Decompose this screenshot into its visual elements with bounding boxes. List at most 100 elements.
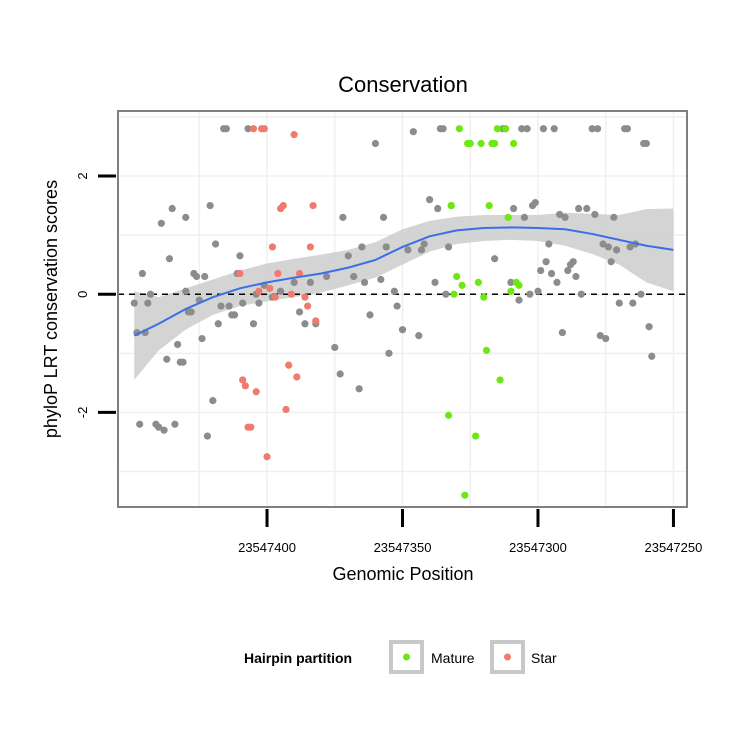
point-star — [241, 382, 249, 390]
point-other — [222, 125, 230, 133]
point-other — [564, 266, 572, 275]
y-tick-label: 2 — [75, 172, 90, 179]
point-other — [637, 290, 645, 298]
point-other — [558, 329, 566, 337]
point-mature — [458, 281, 466, 289]
point-other — [561, 213, 569, 221]
point-other — [155, 423, 163, 431]
point-other — [163, 355, 171, 363]
point-other — [434, 204, 442, 213]
point-other — [198, 334, 206, 343]
point-other — [591, 210, 599, 219]
point-mature — [504, 213, 512, 221]
point-mature — [477, 139, 485, 148]
point-other — [290, 278, 298, 287]
point-other — [534, 287, 542, 295]
point-other — [509, 204, 518, 213]
point-other — [593, 125, 602, 133]
x-axis-title: Genomic Position — [332, 564, 473, 584]
point-star — [295, 269, 304, 278]
point-other — [179, 358, 187, 366]
point-other — [520, 213, 529, 221]
point-star — [266, 284, 274, 292]
point-other — [588, 125, 596, 133]
point-mature — [461, 491, 469, 499]
point-mature — [482, 346, 491, 354]
point-other — [276, 287, 285, 295]
point-other — [599, 240, 607, 248]
point-other — [556, 210, 564, 219]
point-other — [545, 240, 553, 248]
point-other — [255, 299, 263, 307]
point-mature — [455, 125, 463, 133]
point-mature — [472, 432, 480, 440]
point-star — [293, 373, 301, 381]
point-star — [306, 243, 314, 251]
point-star — [252, 388, 260, 396]
legend-title: Hairpin partition — [244, 650, 352, 666]
point-other — [415, 331, 423, 340]
point-other — [344, 252, 352, 260]
point-other — [420, 240, 428, 248]
point-mature — [474, 278, 482, 287]
point-other — [174, 340, 182, 349]
y-tick-label: 0 — [75, 291, 90, 298]
point-other — [360, 278, 369, 287]
panel-border — [117, 110, 688, 508]
smooth-layer — [133, 226, 674, 337]
point-mature — [493, 125, 501, 133]
point-other — [596, 331, 604, 340]
smooth-line — [133, 226, 674, 337]
point-other — [602, 334, 610, 343]
point-mature — [453, 272, 461, 281]
y-axis: -2 0 2 — [75, 172, 116, 418]
point-other — [130, 299, 138, 307]
point-other — [623, 125, 631, 133]
point-other — [350, 272, 358, 281]
point-other — [336, 370, 344, 378]
point-star — [268, 243, 277, 251]
point-star — [274, 269, 282, 278]
point-mature — [515, 281, 523, 289]
point-other — [192, 272, 201, 281]
x-tick-label: 23547300 — [509, 540, 567, 555]
point-other — [518, 125, 526, 133]
point-other — [553, 278, 561, 287]
legend-label-star: Star — [531, 650, 557, 666]
point-mature — [466, 139, 474, 148]
point-other — [171, 420, 179, 428]
point-other — [355, 385, 363, 393]
point-other — [168, 204, 176, 213]
point-star — [260, 125, 268, 133]
point-other — [393, 302, 401, 310]
y-axis-title: phyloP LRT conservation scores — [41, 180, 61, 438]
point-other — [249, 320, 258, 328]
point-other — [358, 243, 366, 251]
point-mature — [485, 201, 493, 210]
point-other — [377, 275, 385, 284]
point-other — [442, 290, 450, 298]
point-other — [531, 199, 539, 207]
point-other — [610, 213, 618, 221]
point-other — [409, 128, 417, 136]
point-mature — [496, 376, 504, 384]
point-other — [382, 243, 390, 251]
point-mature — [447, 201, 455, 210]
point-other — [398, 326, 407, 334]
series-mature — [444, 125, 523, 499]
legend-marker-mature — [403, 653, 410, 661]
point-other — [626, 243, 634, 251]
point-other — [537, 266, 545, 275]
point-other — [201, 272, 209, 281]
point-other — [575, 204, 583, 213]
point-other — [515, 296, 523, 304]
point-other — [371, 139, 380, 148]
x-tick-label: 23547250 — [645, 540, 703, 555]
point-star — [287, 290, 296, 298]
point-other — [306, 278, 314, 287]
point-other — [385, 349, 393, 357]
point-other — [211, 240, 220, 248]
point-star — [301, 293, 309, 301]
legend-label-mature: Mature — [431, 650, 475, 666]
point-star — [247, 423, 255, 431]
